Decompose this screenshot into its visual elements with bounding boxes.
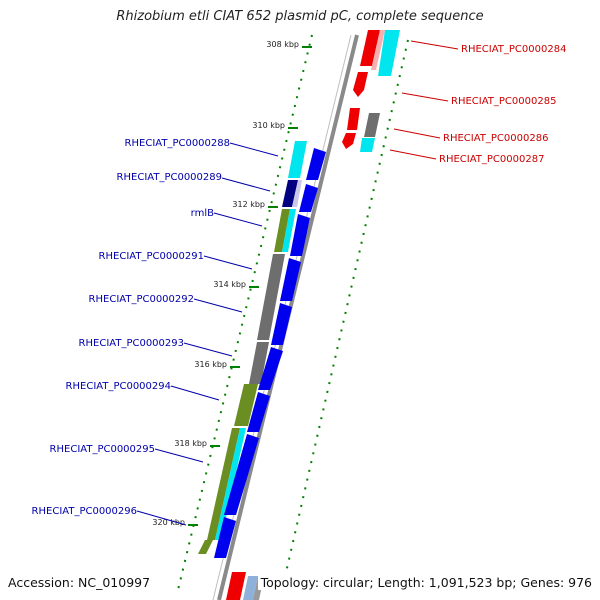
map-title: Rhizobium etli CIAT 652 plasmid pC, comp…	[116, 9, 484, 24]
gene-rhpc284-light[interactable]	[371, 30, 385, 70]
gene-rhpc287-rna[interactable]	[360, 138, 375, 152]
dotted-track-outer-left	[177, 34, 313, 591]
gene-bottom-red[interactable]	[226, 572, 246, 600]
left-gene-label[interactable]: rmlB	[191, 208, 214, 219]
right-label-connector	[401, 92, 449, 102]
scale-tick-label: 314 kbp	[213, 280, 246, 289]
gene-rhpc295-rna[interactable]	[215, 428, 246, 540]
right-gene-track	[342, 30, 400, 152]
left-gene-label[interactable]: RHECIAT_PC0000289	[117, 172, 222, 183]
right-label-connector	[410, 40, 459, 50]
gene-rhpc292-blue[interactable]	[271, 303, 292, 345]
gene-rhpc296-blue[interactable]	[214, 517, 236, 558]
right-gene-label[interactable]: RHECIAT_PC0000285	[451, 96, 556, 107]
gene-rhpc295-olive[interactable]	[207, 428, 240, 540]
gene-rmlb-blue[interactable]	[290, 214, 310, 256]
left-gene-label[interactable]: RHECIAT_PC0000291	[99, 251, 204, 262]
gene-rhpc289-blue[interactable]	[299, 184, 318, 212]
gene-rmlb-olive[interactable]	[274, 209, 290, 252]
left-gene-label[interactable]: RHECIAT_PC0000294	[66, 381, 171, 392]
scale-tick-label: 320 kbp	[152, 518, 185, 527]
gene-rhpc289-navy[interactable]	[282, 180, 298, 207]
gene-rhpc293-gray[interactable]	[249, 342, 269, 384]
left-gene-track	[198, 141, 326, 558]
gene-labels: RHECIAT_PC0000288 RHECIAT_PC0000289 rmlB RH…	[32, 40, 566, 526]
left-label-connector	[229, 142, 279, 157]
left-label-connector	[203, 255, 253, 270]
summary-text: Topology: circular; Length: 1,091,523 bp…	[257, 575, 592, 590]
scale-tick-label: 312 kbp	[232, 200, 265, 209]
left-gene-label[interactable]: RHECIAT_PC0000293	[79, 338, 184, 349]
gene-rhpc288-rna[interactable]	[288, 141, 307, 178]
left-gene-label[interactable]: RHECIAT_PC0000295	[50, 444, 155, 455]
right-label-connector	[389, 149, 437, 160]
accession-text: Accession: NC_010997	[8, 575, 151, 590]
gene-rhpc286-block[interactable]	[347, 108, 360, 130]
left-label-connector	[170, 385, 220, 401]
left-label-connector	[183, 342, 233, 357]
gene-rhpc284-block[interactable]	[360, 30, 380, 66]
left-gene-label[interactable]: RHECIAT_PC0000292	[89, 294, 194, 305]
scale-tick-label: 308 kbp	[266, 40, 299, 49]
dotted-track-outer-right	[281, 39, 409, 591]
right-gene-label[interactable]: RHECIAT_PC0000287	[439, 154, 544, 165]
gene-rmlb-rna[interactable]	[282, 209, 296, 252]
gene-rhpc288-blue[interactable]	[306, 148, 326, 180]
left-label-connector	[136, 510, 187, 526]
gene-rhpc291-gray[interactable]	[257, 254, 285, 340]
left-gene-label[interactable]: RHECIAT_PC0000296	[32, 506, 137, 517]
gene-rhpc295-blue[interactable]	[224, 434, 259, 515]
gene-rhpc289-light[interactable]	[292, 180, 302, 207]
gene-rhpc285-block[interactable]	[353, 72, 368, 97]
left-label-connector	[213, 212, 263, 227]
gene-rhpc284-rna[interactable]	[378, 30, 400, 76]
right-gene-label[interactable]: RHECIAT_PC0000286	[443, 133, 548, 144]
left-label-connector	[193, 298, 243, 313]
left-gene-label[interactable]: RHECIAT_PC0000288	[125, 138, 230, 149]
scale-tick-label: 316 kbp	[194, 360, 227, 369]
gene-rhpc294-blue[interactable]	[247, 392, 270, 432]
right-gene-label[interactable]: RHECIAT_PC0000284	[461, 44, 566, 55]
gene-rhpc287-block[interactable]	[342, 133, 356, 149]
scale-tick-label: 310 kbp	[252, 121, 285, 130]
gene-rhpc286-gray[interactable]	[364, 113, 380, 137]
left-label-connector	[221, 177, 271, 192]
gene-rhpc293-blue[interactable]	[258, 347, 283, 390]
scale-ticks: 308 kbp 310 kbp 312 kbp 314 kbp 316 kbp 318 k…	[152, 40, 312, 527]
gene-rhpc294-olive[interactable]	[234, 384, 258, 426]
left-label-connector	[154, 448, 204, 463]
scale-tick-label: 318 kbp	[174, 439, 207, 448]
right-label-connector	[393, 128, 441, 139]
gene-rhpc296-olive[interactable]	[198, 540, 213, 554]
gene-rhpc291-blue[interactable]	[280, 258, 301, 301]
